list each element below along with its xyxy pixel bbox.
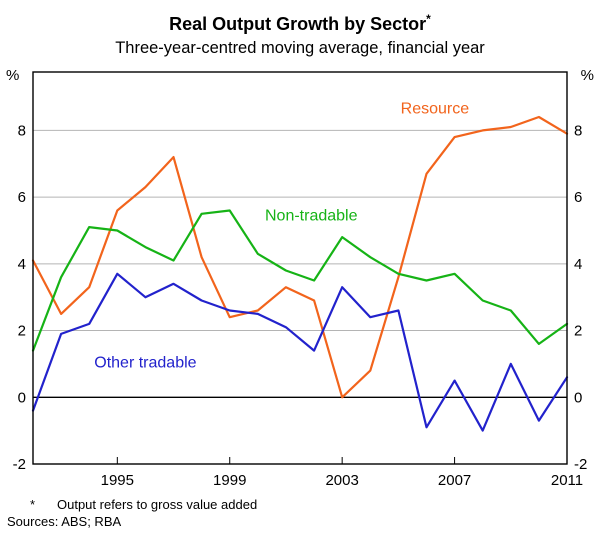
x-axis-label: 1995: [101, 472, 134, 489]
title-footnote-marker: *: [426, 12, 431, 26]
y-axis-label-right: 0: [574, 389, 582, 406]
y-axis-label-right: 4: [574, 256, 582, 273]
series-label-non-tradable: Non-tradable: [265, 207, 358, 224]
y-axis-label-left: 4: [18, 256, 26, 273]
footnote: * Output refers to gross value added: [0, 497, 600, 512]
x-axis-label: 2011: [551, 472, 583, 489]
series-label-other-tradable: Other tradable: [94, 354, 196, 371]
series-line-resource: [31, 115, 569, 399]
unit-label-right: %: [581, 67, 594, 84]
y-axis-label-right: 2: [574, 323, 582, 340]
y-axis-label-right: 6: [574, 189, 582, 206]
x-axis-label: 2003: [325, 472, 358, 489]
y-axis-label-right: 8: [574, 122, 582, 139]
x-axis-label: 1999: [213, 472, 246, 489]
series-line-non-tradable: [31, 209, 569, 352]
plot-frame: [32, 71, 568, 465]
chart-title: Real Output Growth by Sector*: [0, 0, 600, 36]
unit-label-left: %: [6, 67, 19, 84]
y-axis-label-left: 2: [18, 323, 26, 340]
chart-subtitle: Three-year-centred moving average, finan…: [115, 39, 485, 57]
chart-title-text: Real Output Growth by Sector: [169, 14, 427, 34]
y-axis-label-left: -2: [13, 456, 26, 473]
y-axis-label-left: 6: [18, 189, 26, 206]
x-axis-label: 2007: [438, 472, 471, 489]
y-axis-label-left: 8: [18, 122, 26, 139]
series-line-other-tradable: [31, 272, 569, 432]
sources-text: Sources: ABS; RBA: [7, 514, 122, 529]
series-label-resource: Resource: [401, 101, 470, 118]
chart-svg: -2 -2 0 0 2 2 4 4 6 6 8 8% % 1995 1999 2003 2007 2011 Reso…: [6, 67, 594, 489]
footnote-marker: *: [30, 497, 36, 512]
footnote-text: Output refers to gross value added: [57, 497, 258, 512]
y-axis-label-right: -2: [574, 456, 587, 473]
y-axis-label-left: 0: [18, 389, 26, 406]
